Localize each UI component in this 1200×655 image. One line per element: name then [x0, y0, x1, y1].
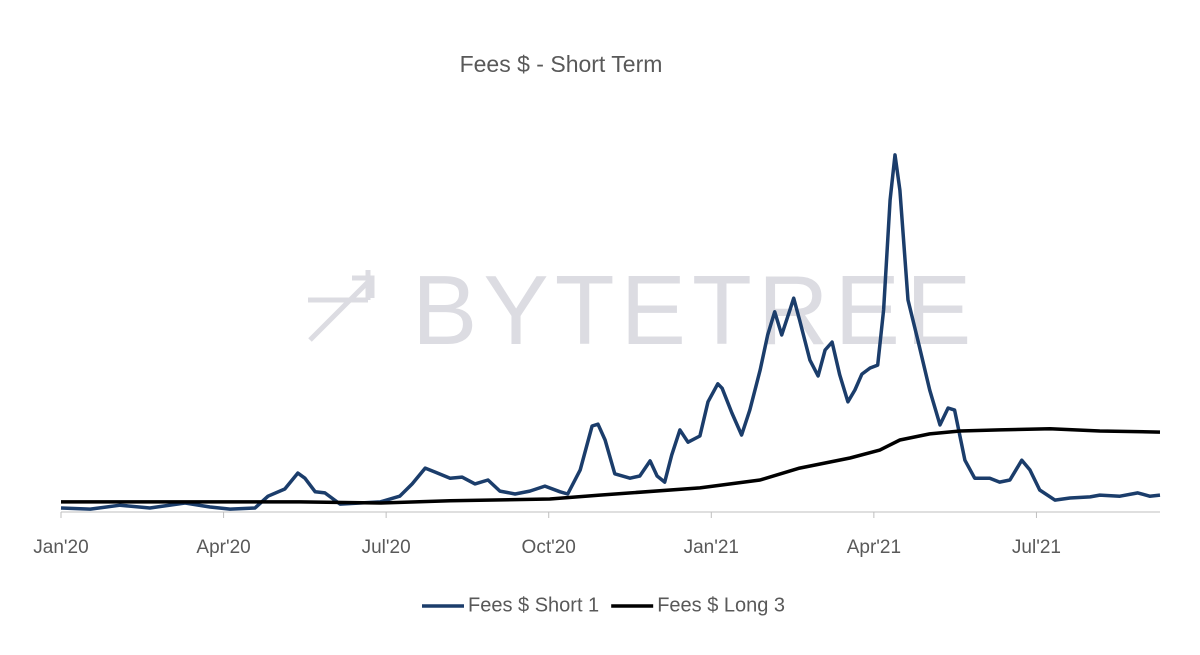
x-tick-label: Jul'20: [362, 537, 411, 558]
chart-title: Fees $ - Short Term: [460, 51, 663, 77]
legend-label: Fees $ Long 3: [657, 594, 785, 616]
x-tick-label: Apr'20: [196, 537, 250, 558]
watermark-logo: [308, 270, 375, 342]
x-tick-label: Oct'20: [522, 537, 576, 558]
legend-label: Fees $ Short 1: [468, 594, 599, 616]
x-tick-label: Jul'21: [1012, 537, 1061, 558]
series-line: [61, 427, 1161, 505]
watermark: BYTETREE: [412, 255, 977, 365]
x-tick-label: Apr'21: [847, 537, 901, 558]
x-tick-label: Jan'21: [684, 537, 739, 558]
x-tick-label: Jan'20: [33, 537, 88, 558]
